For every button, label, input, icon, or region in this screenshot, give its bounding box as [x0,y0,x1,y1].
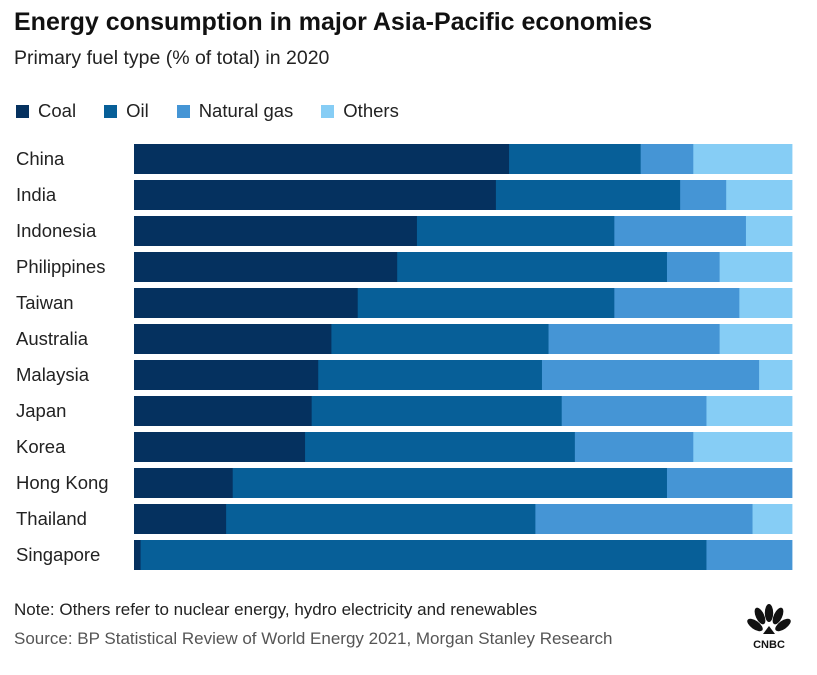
category-label: Malaysia [16,364,90,385]
bar-segment-thailand-oil [226,504,536,534]
bar-segment-thailand-others [752,504,793,534]
bar-segment-philippines-coal [134,252,398,282]
bar-segment-hong-kong-oil [232,468,668,498]
bar-segment-philippines-others [719,252,793,282]
bar-segment-japan-coal [134,396,313,426]
bar-segment-korea-oil [305,432,576,462]
legend-item-oil: Oil [104,100,149,122]
bar-segment-indonesia-natural-gas [614,216,747,246]
category-label: Philippines [16,256,105,277]
bar-segment-india-oil [495,180,681,210]
bar-segment-taiwan-coal [134,288,359,318]
category-label: Japan [16,400,66,421]
bar-segment-china-coal [134,144,510,174]
category-label: Thailand [16,508,87,529]
bar-segment-australia-others [719,324,793,354]
legend-swatch [16,104,29,118]
legend-item-others: Others [321,100,399,122]
legend-label: Others [343,100,399,121]
footnote: Note: Others refer to nuclear energy, hy… [14,600,538,619]
bar-segment-thailand-natural-gas [535,504,753,534]
legend-item-natural-gas: Natural gas [176,100,294,122]
bar-segment-japan-others [706,396,793,426]
bar-segment-china-others [693,144,793,174]
bar-segment-singapore-natural-gas [706,540,793,570]
bar-segment-australia-oil [331,324,549,354]
bar-segment-hong-kong-natural-gas [666,468,793,498]
cnbc-logo: CNBC [744,604,794,655]
bar-segment-hong-kong-coal [134,468,234,498]
bar-segment-india-coal [134,180,497,210]
legend: Coal Oil Natural gas Others [16,100,427,122]
bar-segment-indonesia-others [745,216,793,246]
legend-swatch [104,104,118,118]
bar-segment-china-natural-gas [640,144,694,174]
category-label: India [16,184,57,205]
bar-segment-india-natural-gas [680,180,727,210]
bar-segment-philippines-natural-gas [666,252,721,282]
bar-segment-malaysia-coal [134,360,319,390]
bar-segment-indonesia-coal [134,216,418,246]
legend-label: Oil [126,100,149,121]
stacked-bar-chart: China India Indonesia Philippines Taiwan Aust… [16,144,793,570]
source-note: Source: BP Statistical Review of World E… [14,629,613,648]
bar-segment-taiwan-natural-gas [614,288,740,318]
bar-segment-singapore-oil [140,540,707,570]
legend-label: Coal [38,100,77,121]
category-label: Hong Kong [16,472,109,493]
cnbc-peacock-icon: CNBC [747,604,791,651]
legend-item-coal: Coal [16,100,76,122]
category-label: Indonesia [16,220,97,241]
chart-subtitle: Primary fuel type (% of total) in 2020 [14,47,330,69]
bar-segment-korea-others [693,432,793,462]
legend-swatch [321,104,335,118]
bar-segment-australia-coal [134,324,332,354]
bar-segment-thailand-coal [134,504,227,534]
bar-segment-korea-coal [134,432,306,462]
bar-segment-malaysia-natural-gas [541,360,760,390]
bar-segment-indonesia-oil [416,216,615,246]
bar-segment-malaysia-others [759,360,793,390]
legend-label: Natural gas [198,100,294,121]
bar-segment-taiwan-others [739,288,793,318]
legend-swatch [176,104,190,118]
category-label: Australia [16,328,89,349]
bar-segment-singapore-coal [134,540,141,570]
category-label: Korea [16,436,66,457]
chart-title: Energy consumption in major Asia-Pacific… [14,8,653,36]
bar-segment-korea-natural-gas [574,432,694,462]
bar-segment-philippines-oil [397,252,668,282]
bar-segment-malaysia-oil [318,360,543,390]
cnbc-logo-text: CNBC [753,639,785,650]
category-label: Singapore [16,544,100,565]
bar-segment-japan-natural-gas [561,396,707,426]
bar-segment-india-others [726,180,793,210]
bar-segment-taiwan-oil [357,288,615,318]
category-label: Taiwan [16,292,74,313]
bar-segment-australia-natural-gas [548,324,721,354]
bar-segment-japan-oil [311,396,563,426]
category-label: China [16,148,65,169]
bar-segment-china-oil [509,144,642,174]
